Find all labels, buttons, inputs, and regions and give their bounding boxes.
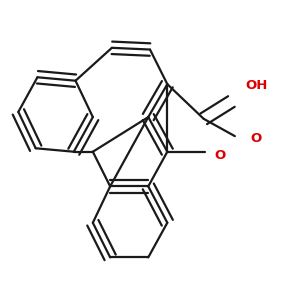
Text: O: O (214, 149, 225, 162)
Text: O: O (250, 132, 262, 146)
Text: OH: OH (245, 80, 268, 92)
